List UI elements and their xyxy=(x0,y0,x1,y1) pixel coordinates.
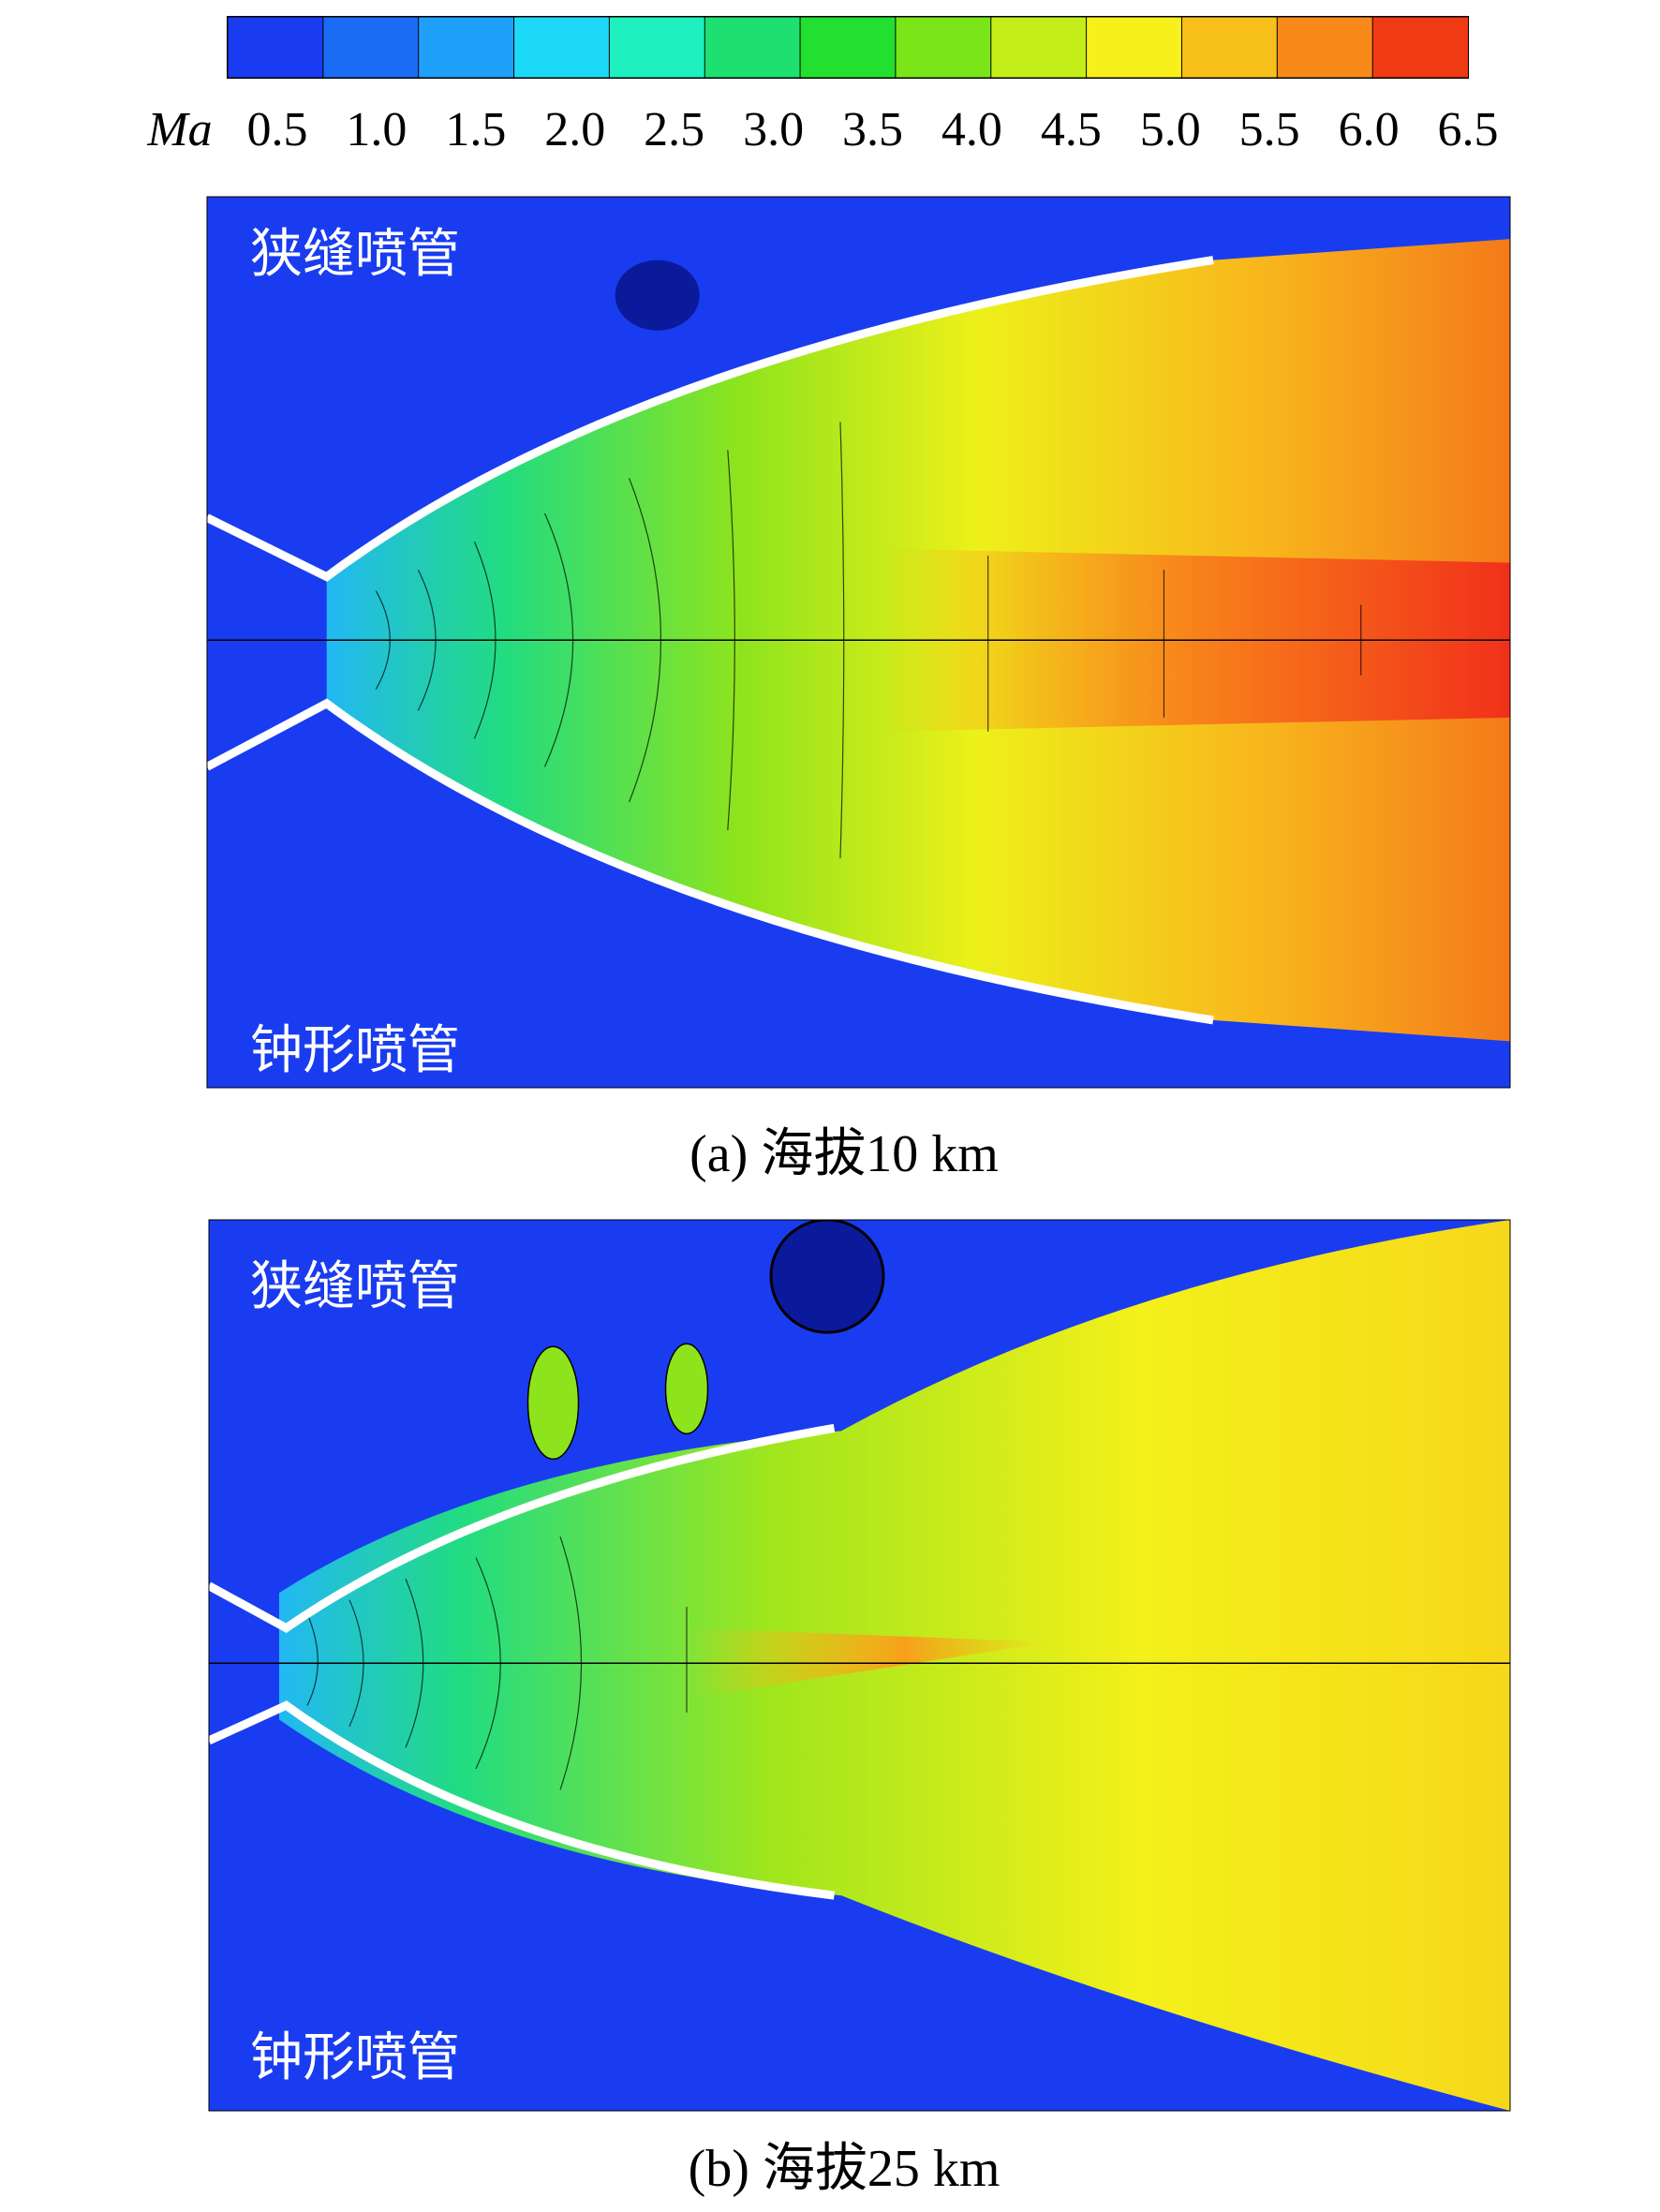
colorbar-segment xyxy=(513,16,611,79)
colorbar-label: Ma xyxy=(146,103,212,156)
colorbar-segment xyxy=(704,16,802,79)
colorbar-tick-label: 2.0 xyxy=(544,103,605,156)
colorbar-segment xyxy=(1180,16,1279,79)
panel-a-top-label: 狭缝喷管 xyxy=(250,226,460,284)
colorbar-segment xyxy=(418,16,515,79)
colorbar-tick-label: 5.0 xyxy=(1140,103,1201,156)
colorbar-tick-label: 1.0 xyxy=(346,103,407,156)
colorbar-segment xyxy=(227,16,324,79)
colorbar-segment xyxy=(322,16,420,79)
panel-b-bottom-label: 钟形喷管 xyxy=(250,2029,460,2087)
colorbar-segment xyxy=(990,16,1088,79)
panel-a-caption: (a) 海拔10 km xyxy=(689,1125,999,1183)
colorbar-segment xyxy=(1371,16,1469,79)
panel-a-field xyxy=(207,197,1510,1088)
panel-a-frame xyxy=(206,196,1511,1089)
panel-b-caption: (b) 海拔25 km xyxy=(689,2140,1000,2198)
panel-b-top-label: 狭缝喷管 xyxy=(250,1258,460,1316)
colorbar-segment xyxy=(608,16,706,79)
panel-a-bottom-label: 钟形喷管 xyxy=(250,1022,460,1080)
colorbar-tick-label: 6.0 xyxy=(1339,103,1400,156)
colorbar-ticks: 0.5 1.0 1.5 2.0 2.5 3.0 3.5 4.0 4.5 5.0 5.5 6.0 6.5 xyxy=(247,103,1499,156)
panel-b-field xyxy=(209,1220,1510,2111)
colorbar-tick-label: 3.5 xyxy=(842,103,903,156)
colorbar-segment xyxy=(1086,16,1183,79)
colorbar-segment xyxy=(799,16,897,79)
colorbar-tick-label: 3.0 xyxy=(743,103,804,156)
colorbar-tick-label: 1.5 xyxy=(445,103,506,156)
colorbar-tick-label: 4.5 xyxy=(1041,103,1102,156)
colorbar-tick-label: 6.5 xyxy=(1438,103,1499,156)
colorbar-tick-label: 5.5 xyxy=(1239,103,1300,156)
colorbar-tick-label: 2.5 xyxy=(644,103,704,156)
panel-b-frame xyxy=(208,1219,1511,2112)
colorbar-tick-label: 4.0 xyxy=(941,103,1002,156)
colorbar-tick-label: 0.5 xyxy=(247,103,308,156)
colorbar-segment xyxy=(1276,16,1374,79)
colorbar-segment xyxy=(895,16,992,79)
colorbar xyxy=(227,16,1469,79)
